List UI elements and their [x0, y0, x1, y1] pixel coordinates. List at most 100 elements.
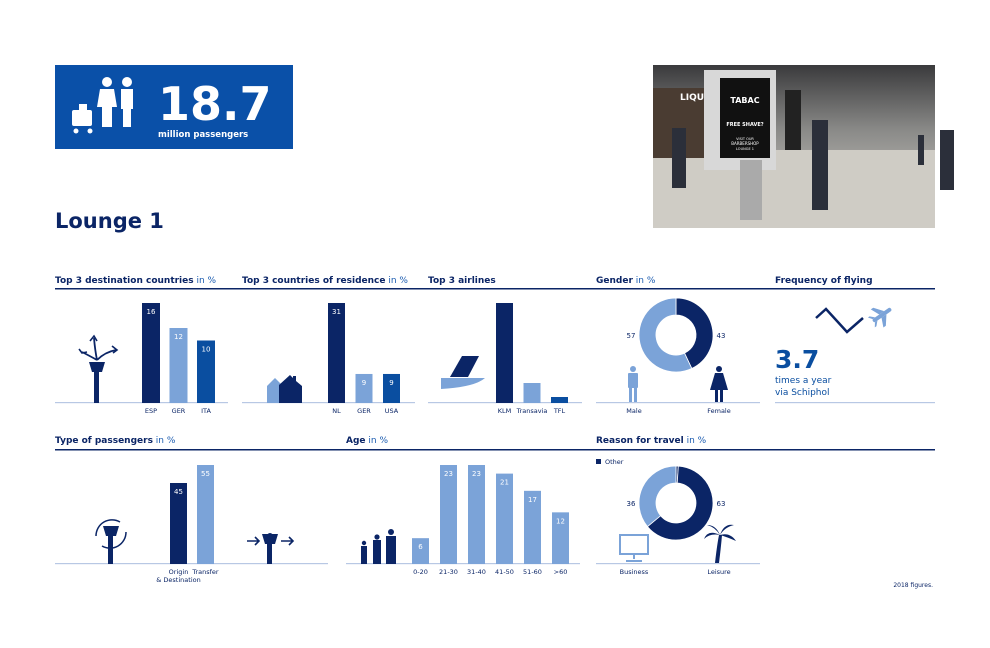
- bar-age-5: [552, 512, 569, 564]
- family-icon: [361, 529, 396, 564]
- slice-value-label: 63: [717, 500, 726, 508]
- bar-value-label: 23: [444, 470, 453, 478]
- airplane-tail-icon: [441, 356, 485, 389]
- bar-value-label: 45: [174, 488, 183, 496]
- bar-value-label: 12: [556, 517, 565, 525]
- heading-gender: Gender in %: [596, 276, 656, 286]
- airplane-icon: [867, 307, 892, 328]
- legend-swatch-other: [596, 459, 601, 464]
- passengers-with-cart-icon: [72, 77, 133, 134]
- bar-age-2: [468, 465, 485, 564]
- bar-age-0: [412, 538, 429, 564]
- bar-airlines-0: [496, 303, 513, 403]
- bar-value-label: 21: [500, 479, 509, 487]
- bar-value-label: 10: [202, 346, 211, 354]
- slice-gender-0: [638, 297, 693, 373]
- bar-residence-0: [328, 303, 345, 403]
- category-label: NL: [332, 407, 341, 415]
- sign-line: VISIT OUR: [736, 137, 754, 141]
- sign-brand: TABAC: [730, 96, 759, 105]
- bar-age-3: [496, 473, 513, 564]
- sign-line: FREE SHAVE?: [726, 122, 763, 128]
- page-title: Lounge 1: [55, 209, 164, 233]
- category-label: ESP: [145, 407, 157, 415]
- category-label: 0-20: [413, 568, 428, 576]
- frequency-line2: via Schiphol: [775, 388, 830, 398]
- category-label: Transavia: [516, 407, 548, 415]
- bar-value-label: 9: [389, 379, 393, 387]
- bar-type-0: [170, 483, 187, 564]
- bar-value-label: 31: [332, 308, 341, 316]
- bar-value-label: 23: [472, 470, 481, 478]
- male-icon: [628, 366, 638, 402]
- bar-value-label: 16: [147, 308, 156, 316]
- legend-other: Other: [605, 458, 624, 466]
- bar-value-label: 17: [528, 496, 537, 504]
- heading-age: Age in %: [346, 436, 388, 446]
- section-rule: [55, 449, 935, 451]
- category-label: TFL: [553, 407, 566, 415]
- sign-line: BARBERSHOP: [731, 141, 759, 146]
- slice-gender-1: [675, 297, 714, 370]
- category-label: & Destination: [156, 576, 200, 584]
- category-label: ITA: [201, 407, 211, 415]
- sign-line: LOUNGE 1: [736, 147, 754, 151]
- heading-residence: Top 3 countries of residence in %: [242, 276, 408, 286]
- female-icon: [710, 366, 728, 402]
- heading-airlines: Top 3 airlines: [428, 276, 496, 286]
- category-label: 21-30: [439, 568, 458, 576]
- slice-value-label: 36: [627, 500, 636, 508]
- category-label: GER: [357, 407, 371, 415]
- houses-icon: [267, 375, 302, 403]
- shop-sign: LIQU: [680, 93, 704, 103]
- tower-transfer-arrows-icon: [247, 533, 295, 564]
- category-label: 51-60: [523, 568, 542, 576]
- hero-banner: 18.7 million passengers: [55, 65, 293, 149]
- bar-destination-2: [197, 340, 215, 403]
- palm-tree-icon: [704, 524, 736, 563]
- computer-icon: [619, 534, 649, 562]
- slice-reason-0: [638, 465, 677, 528]
- category-label: Leisure: [707, 568, 730, 576]
- heading-frequency: Frequency of flying: [775, 276, 873, 286]
- baselines-row2: [55, 563, 760, 565]
- bar-age-4: [524, 490, 541, 564]
- category-label: Transfer: [191, 568, 218, 576]
- hero-caption: million passengers: [158, 130, 248, 140]
- footnote: 2018 figures.: [893, 582, 933, 589]
- category-label: 41-50: [495, 568, 514, 576]
- category-label: KLM: [498, 407, 512, 415]
- bar-airlines-2: [551, 397, 568, 403]
- slice-value-label: 43: [717, 332, 726, 340]
- category-label: USA: [385, 407, 399, 415]
- bar-value-label: 9: [362, 379, 366, 387]
- slice-value-label: 57: [627, 332, 636, 340]
- bar-residence-1: [355, 373, 373, 403]
- bar-value-label: 12: [174, 333, 183, 341]
- heading-reason: Reason for travel in %: [596, 436, 707, 446]
- frequency-value: 3.7: [775, 345, 819, 374]
- section-rule: [55, 288, 935, 290]
- slice-reason-1: [646, 465, 714, 541]
- bar-airlines-1: [523, 383, 541, 403]
- category-label: Origin: [169, 568, 189, 576]
- bar-destination-1: [169, 328, 188, 403]
- tower-circular-arrows-icon: [95, 519, 127, 564]
- hero-number: 18.7: [158, 77, 272, 131]
- heading-type: Type of passengers in %: [55, 436, 176, 446]
- terminal-photo: LIQU TABAC FREE SHAVE? VISIT OUR BARBERS…: [653, 65, 954, 228]
- bar-age-1: [440, 465, 457, 564]
- charts: 16 ESP 12 GER 10 ITA 31 NL 9 GER 9 USA KLM Transavia T…: [142, 297, 731, 584]
- bar-value-label: 55: [201, 470, 210, 478]
- bar-residence-2: [383, 373, 400, 403]
- bar-value-label: 6: [418, 543, 423, 551]
- category-label: Female: [707, 407, 731, 415]
- category-label: Male: [626, 407, 641, 415]
- zigzag-line: [815, 307, 864, 334]
- heading-destination: Top 3 destination countries in %: [55, 276, 217, 286]
- category-label: >60: [554, 568, 568, 576]
- category-label: GER: [172, 407, 186, 415]
- frequency-line1: times a year: [775, 376, 832, 386]
- category-label: Business: [620, 568, 649, 576]
